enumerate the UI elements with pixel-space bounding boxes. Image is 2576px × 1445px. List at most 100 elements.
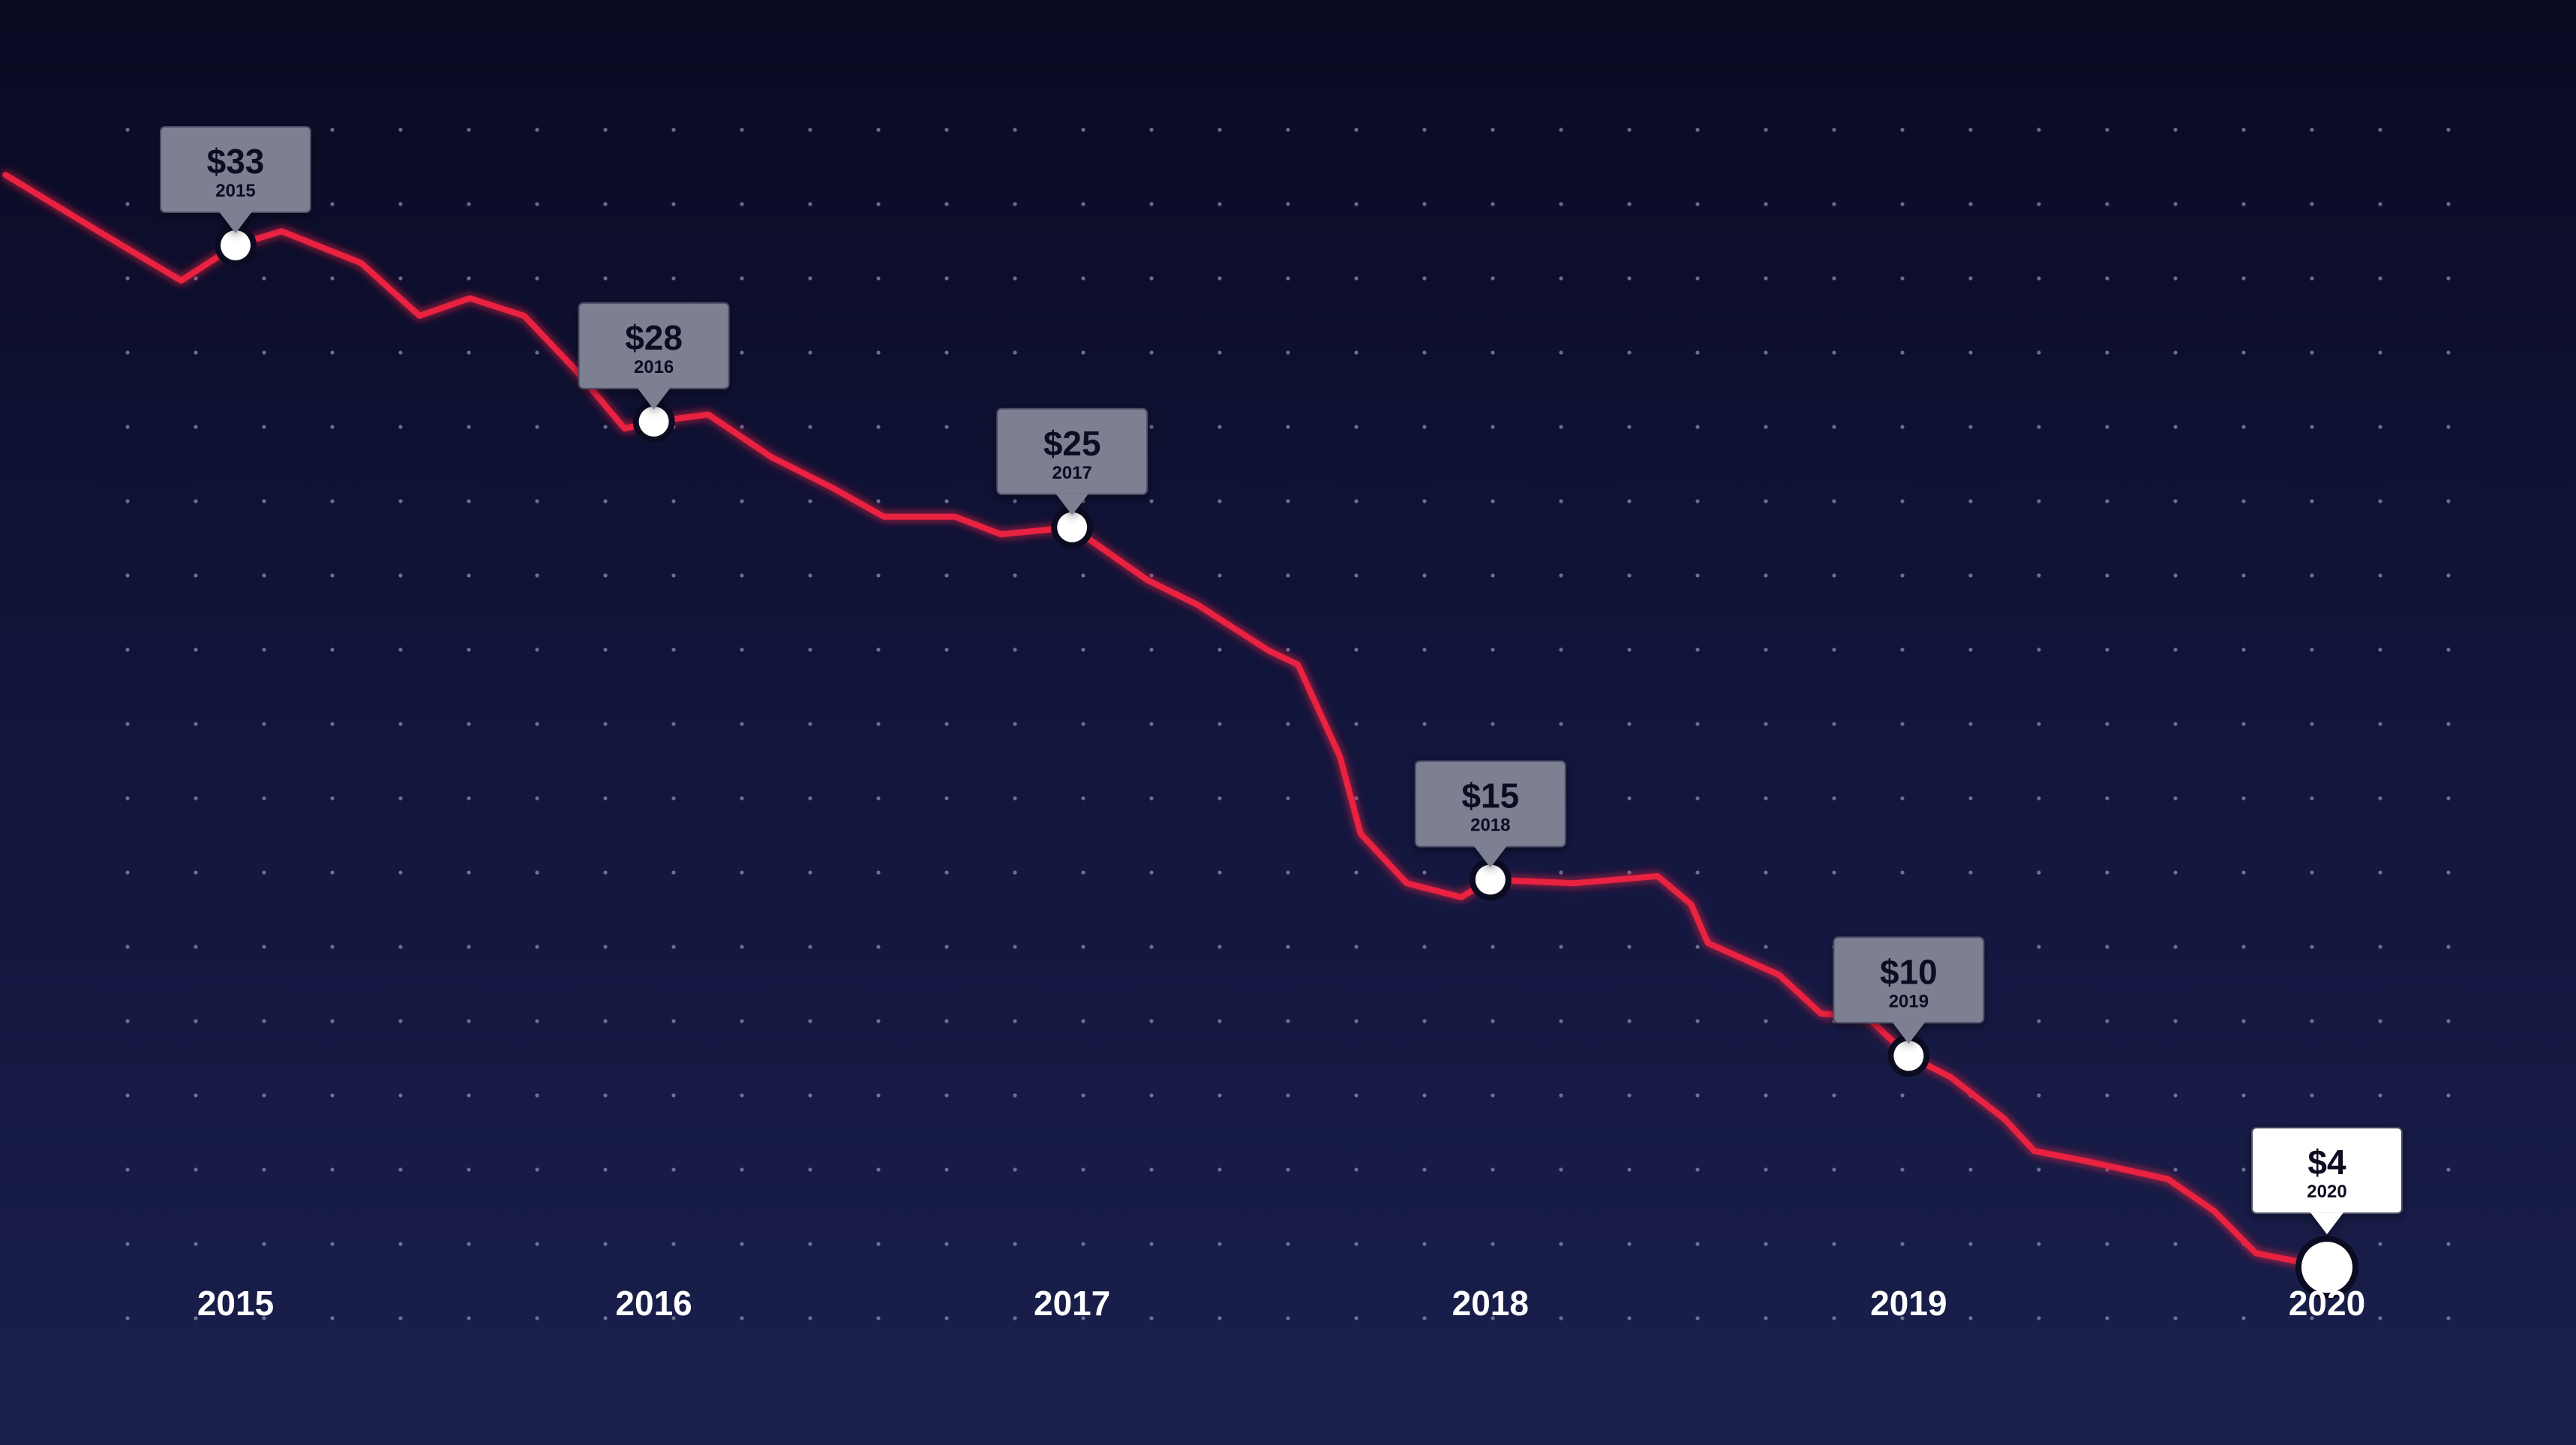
- grid-dot: [125, 1242, 130, 1246]
- grid-dot: [2378, 350, 2382, 355]
- grid-dot: [1832, 1242, 1836, 1246]
- grid-dot: [330, 1019, 335, 1023]
- grid-dot: [2446, 573, 2451, 578]
- tooltip-pointer: [1055, 493, 1089, 515]
- grid-dot: [398, 945, 403, 949]
- grid-dot: [2241, 350, 2246, 355]
- grid-dot: [1695, 1019, 1700, 1023]
- grid-dot: [330, 128, 335, 132]
- grid-dot: [1627, 1019, 1632, 1023]
- grid-dot: [1695, 1093, 1700, 1098]
- grid-dot: [398, 796, 403, 801]
- grid-dot: [2446, 276, 2451, 281]
- grid-dot: [125, 1019, 130, 1023]
- grid-dot: [535, 573, 539, 578]
- grid-dot: [2446, 1242, 2451, 1246]
- grid-dot: [1013, 573, 1017, 578]
- grid-dot: [125, 1316, 130, 1320]
- grid-dot: [603, 1316, 608, 1320]
- grid-dot: [2446, 796, 2451, 801]
- grid-dot: [2105, 945, 2109, 949]
- grid-dot: [398, 425, 403, 429]
- grid-dot: [740, 128, 744, 132]
- grid-dot: [1968, 425, 1973, 429]
- grid-dot: [398, 1242, 403, 1246]
- grid-dot: [1217, 870, 1222, 875]
- grid-dot: [808, 722, 812, 726]
- grid-dot: [671, 276, 676, 281]
- grid-dot: [1695, 573, 1700, 578]
- grid-dot: [1559, 1167, 1563, 1172]
- grid-dot: [2037, 276, 2041, 281]
- grid-dot: [1968, 499, 1973, 503]
- grid-dot: [2378, 870, 2382, 875]
- grid-dot: [944, 945, 949, 949]
- grid-dot: [1764, 870, 1768, 875]
- grid-dot: [2173, 1167, 2178, 1172]
- grid-dot: [1559, 499, 1563, 503]
- x-tick-label: 2017: [1034, 1284, 1110, 1323]
- grid-dot: [1286, 945, 1290, 949]
- grid-dot: [2105, 796, 2109, 801]
- data-point-marker: [1057, 512, 1088, 542]
- grid-dot: [1013, 945, 1017, 949]
- grid-dot: [2037, 1093, 2041, 1098]
- tooltip-year: 2017: [1052, 463, 1092, 483]
- grid-dot: [1491, 276, 1495, 281]
- data-point-marker: [2301, 1242, 2352, 1293]
- grid-dot: [808, 425, 812, 429]
- grid-dot: [1695, 350, 1700, 355]
- grid-dots: [125, 128, 2451, 1320]
- grid-dot: [1217, 1242, 1222, 1246]
- grid-dot: [2378, 573, 2382, 578]
- tooltip-year: 2015: [215, 181, 255, 201]
- grid-dot: [2241, 499, 2246, 503]
- grid-dot: [1081, 1316, 1085, 1320]
- grid-dot: [1832, 128, 1836, 132]
- grid-dot: [876, 425, 881, 429]
- grid-dot: [1627, 647, 1632, 652]
- tooltip-value: $15: [1461, 776, 1519, 815]
- grid-dot: [808, 870, 812, 875]
- grid-dot: [2310, 870, 2314, 875]
- grid-dot: [2446, 350, 2451, 355]
- grid-dot: [1900, 722, 1905, 726]
- grid-dot: [1832, 1167, 1836, 1172]
- grid-dot: [262, 1242, 266, 1246]
- grid-dot: [1422, 499, 1427, 503]
- grid-dot: [1422, 870, 1427, 875]
- grid-dot: [2446, 722, 2451, 726]
- grid-dot: [1286, 202, 1290, 206]
- grid-dot: [1968, 1242, 1973, 1246]
- grid-dot: [467, 1019, 471, 1023]
- grid-dot: [603, 647, 608, 652]
- grid-dot: [876, 1093, 881, 1098]
- grid-dot: [808, 796, 812, 801]
- x-tick-label: 2016: [615, 1284, 692, 1323]
- grid-dot: [2446, 945, 2451, 949]
- grid-dot: [194, 1093, 198, 1098]
- grid-dot: [2173, 128, 2178, 132]
- grid-dot: [1149, 276, 1154, 281]
- grid-dot: [2310, 1093, 2314, 1098]
- grid-dot: [1491, 202, 1495, 206]
- grid-dot: [1968, 1316, 1973, 1320]
- tooltip-value: $4: [2307, 1143, 2346, 1182]
- grid-dot: [2037, 796, 2041, 801]
- grid-dot: [671, 870, 676, 875]
- grid-dot: [1764, 350, 1768, 355]
- x-axis: 2015 2016 2017 2018 2019 2020: [197, 1284, 2365, 1323]
- grid-dot: [1491, 1167, 1495, 1172]
- grid-dot: [2310, 573, 2314, 578]
- grid-dot: [2446, 202, 2451, 206]
- grid-dot: [398, 128, 403, 132]
- grid-dot: [262, 573, 266, 578]
- grid-dot: [1900, 647, 1905, 652]
- grid-dot: [2105, 1316, 2109, 1320]
- grid-dot: [671, 1316, 676, 1320]
- grid-dot: [1559, 350, 1563, 355]
- grid-dot: [944, 128, 949, 132]
- grid-dot: [1081, 1167, 1085, 1172]
